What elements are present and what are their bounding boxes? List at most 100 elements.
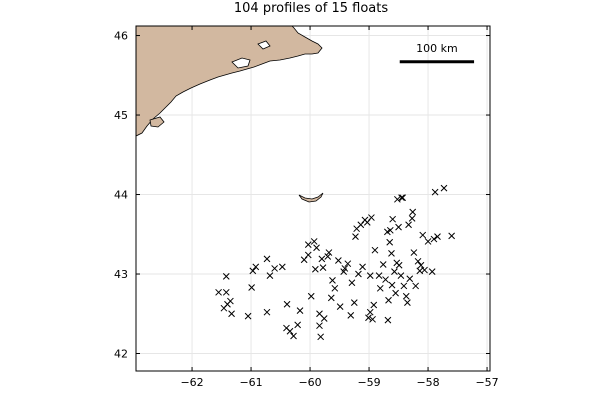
profile-marker [434, 233, 441, 241]
profile-marker [384, 316, 392, 324]
profile-marker [359, 263, 366, 271]
profile-marker [263, 308, 271, 316]
profile-marker [376, 284, 384, 292]
profile-marker [324, 253, 332, 260]
profile-marker [414, 257, 422, 265]
profile-marker [379, 261, 387, 268]
profile-marker [312, 265, 319, 273]
profile-marker [304, 241, 312, 248]
profile-marker [388, 249, 395, 257]
profile-marker [283, 300, 291, 308]
profile-marker [222, 288, 230, 296]
profile-marker [368, 214, 375, 221]
profile-marker [375, 272, 383, 279]
profile-marker [329, 277, 336, 284]
profile-marker [318, 255, 326, 263]
profile-marker [222, 273, 230, 280]
profile-marker [316, 322, 323, 330]
profile-marker [310, 238, 318, 245]
profile-marker [406, 275, 414, 283]
profile-marker [313, 244, 320, 252]
profile-marker [410, 249, 418, 256]
sable-island [298, 192, 324, 203]
profile-markers [215, 184, 456, 341]
profile-marker [385, 296, 392, 304]
profile-marker [271, 265, 279, 272]
profile-marker [424, 238, 432, 245]
profile-marker [366, 308, 374, 316]
profile-marker [248, 284, 255, 291]
profile-marker [417, 261, 425, 269]
profile-marker [409, 208, 417, 216]
profile-marker [386, 238, 394, 246]
profile-marker [304, 251, 312, 259]
y-tick-label: 42 [114, 348, 128, 361]
land-layer [136, 26, 324, 203]
profile-marker [227, 297, 234, 305]
profile-marker [350, 299, 358, 306]
profile-marker [228, 310, 235, 318]
profile-marker [419, 231, 427, 239]
coastal-island [149, 116, 165, 128]
profile-marker [404, 299, 411, 306]
profile-marker [386, 226, 394, 234]
profile-marker [263, 255, 271, 263]
x-tick-label: −62 [180, 376, 203, 389]
inland-lake-2 [257, 40, 271, 50]
x-gridlines [191, 26, 488, 371]
profile-marker [408, 215, 416, 222]
profile-marker [366, 272, 374, 279]
profile-marker [412, 282, 420, 290]
profile-marker [325, 249, 333, 256]
profile-marker [320, 315, 328, 322]
nova-scotia-landmass [136, 26, 323, 137]
profile-marker [290, 332, 297, 340]
profile-marker [389, 215, 397, 223]
profile-marker [365, 314, 372, 322]
profile-marker [405, 221, 412, 229]
profile-marker [249, 267, 257, 275]
profile-marker [398, 194, 405, 202]
profile-marker [319, 264, 327, 272]
y-tick-label: 45 [114, 109, 128, 122]
x-tick-label: −59 [357, 376, 380, 389]
plot-frame [135, 25, 491, 372]
y-axis: 42 43 44 45 46 [114, 30, 490, 361]
profile-marker [294, 321, 302, 329]
x-tick-label: −60 [298, 376, 321, 389]
scale-bar-label: 100 km [416, 42, 458, 55]
profile-marker [431, 188, 439, 196]
y-tick-label: 43 [114, 268, 128, 281]
chart-title: 104 profiles of 15 floats [234, 1, 388, 16]
profile-marker [215, 288, 222, 296]
x-tick-label: −61 [239, 376, 262, 389]
profile-marker [307, 292, 315, 300]
profile-marker [266, 272, 274, 279]
profile-marker [317, 333, 325, 341]
profile-marker [341, 265, 349, 272]
profile-marker [394, 195, 401, 203]
profile-marker [421, 266, 428, 274]
profile-marker [440, 184, 448, 192]
profile-marker [395, 261, 403, 269]
profile-marker [402, 292, 410, 300]
profile-marker [392, 289, 399, 297]
profile-marker [400, 282, 408, 290]
x-tick-label: −57 [475, 376, 498, 389]
profile-marker [397, 272, 405, 279]
profile-marker [448, 232, 456, 240]
profile-marker [355, 270, 362, 278]
profile-marker [430, 235, 438, 243]
y-tick-label: 46 [114, 30, 128, 43]
profile-marker [336, 303, 344, 310]
profile-marker [286, 327, 294, 335]
profile-marker [252, 263, 260, 271]
x-axis: −62 −61 −60 −59 −58 −57 [180, 26, 499, 389]
x-tick-label: −58 [416, 376, 439, 389]
profile-marker [296, 307, 304, 314]
inland-lake [231, 57, 251, 69]
profile-marker [371, 246, 379, 254]
profile-marker [388, 281, 396, 289]
